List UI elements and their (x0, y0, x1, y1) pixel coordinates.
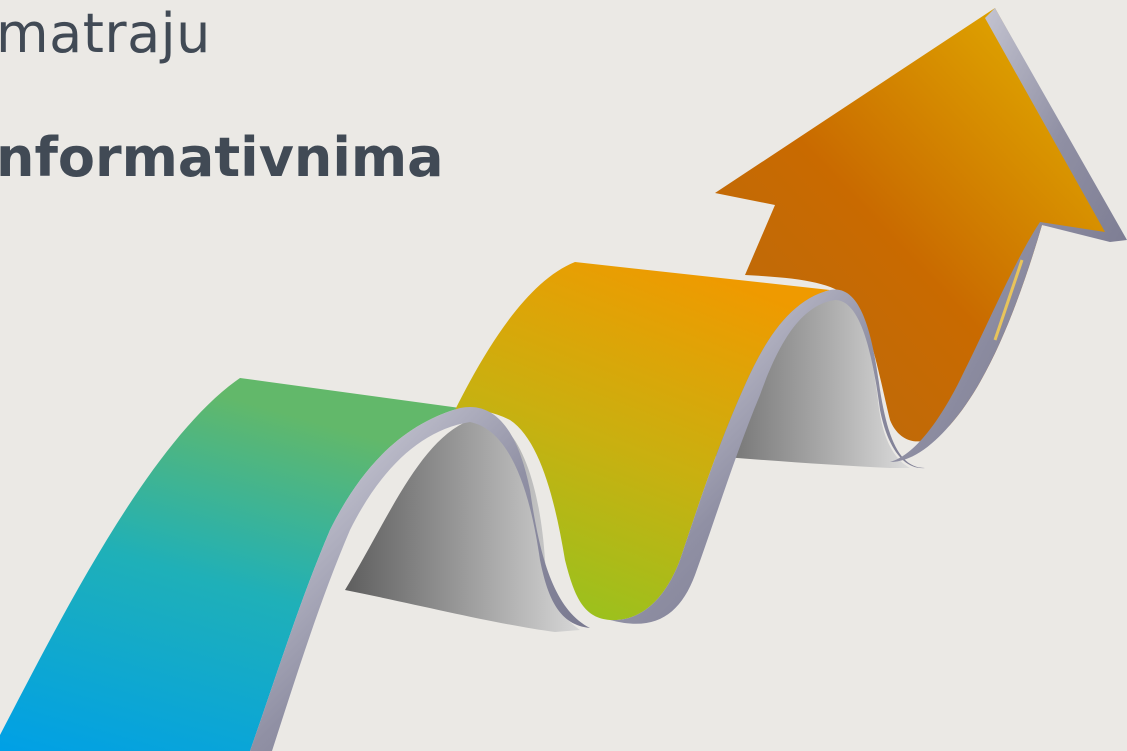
wave-edge-1 (250, 406, 590, 751)
wave-segment-lime-orange (455, 262, 830, 621)
slide-title-line-1: matraju (0, 2, 211, 65)
slide-title-line-2: nformativnima (0, 126, 444, 189)
wave-segment-arrow (715, 8, 1125, 442)
wave-segment-blue-green (0, 378, 460, 751)
wave-wall-2 (700, 291, 910, 468)
arrow-highlight (993, 259, 1024, 341)
wave-edge-2 (610, 289, 925, 624)
